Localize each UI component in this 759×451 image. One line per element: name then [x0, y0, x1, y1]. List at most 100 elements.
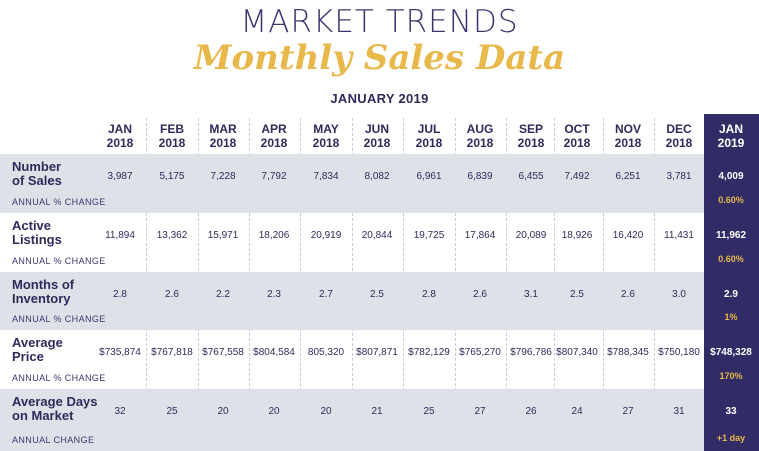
- table-cell: 33: [725, 406, 737, 417]
- row-change-label: ANNUAL % CHANGE: [12, 314, 106, 324]
- row-label-line-2: Listings: [12, 232, 62, 247]
- month-header: MAR 2018: [197, 122, 249, 150]
- table-cell: 18,206: [258, 230, 290, 241]
- month-label: FEB: [160, 122, 184, 136]
- month-label: OCT: [564, 122, 590, 136]
- month-header: JUN 2018: [351, 122, 403, 150]
- table-cell: 20,919: [310, 230, 342, 241]
- month-header: FEB 2018: [146, 122, 198, 150]
- table-cell: $767,558: [202, 347, 244, 358]
- table-cell: $788,345: [607, 347, 649, 358]
- month-header: JAN 2018: [94, 122, 146, 150]
- table-cell: 16,420: [612, 230, 644, 241]
- month-header: OCT 2018: [551, 122, 603, 150]
- title-monthly-sales-data: Monthly Sales Data: [193, 38, 566, 78]
- table-cell: 26: [525, 406, 537, 417]
- table-cell: $767,818: [151, 347, 193, 358]
- table-cell: $765,270: [459, 347, 501, 358]
- month-label: JAN: [718, 122, 743, 136]
- table-cell: $804,584: [253, 347, 295, 358]
- row-label: Number of Sales: [12, 160, 62, 188]
- month-label: JUL: [417, 122, 441, 136]
- table-cell: 6,455: [518, 171, 544, 182]
- year-label: 2019: [717, 136, 745, 150]
- year-label: 2018: [312, 136, 340, 150]
- year-label: 2018: [563, 136, 591, 150]
- month-header-row: JAN 2018 FEB 2018 MAR 2018 APR 2018 MAY 2018 JUN 20…: [0, 114, 759, 154]
- month-label: APR: [261, 122, 287, 136]
- table-cell: 2.2: [216, 289, 230, 300]
- annual-change-value: 170%: [719, 371, 743, 381]
- table-cell: 4,009: [718, 171, 744, 182]
- row-label: Average Price: [12, 336, 63, 364]
- month-label: NOV: [614, 122, 641, 136]
- table-cell: 2.6: [165, 289, 179, 300]
- table-cell: 27: [474, 406, 486, 417]
- table-cell: 7,834: [313, 171, 339, 182]
- table-cell: 3.0: [672, 289, 686, 300]
- table-cell: 15,971: [207, 230, 239, 241]
- table-cell: 6,961: [416, 171, 442, 182]
- month-header: JAN 2019: [705, 122, 757, 150]
- year-label: 2018: [260, 136, 288, 150]
- table-cell: 805,320: [307, 347, 345, 358]
- row-label-line-2: of Sales: [12, 173, 62, 188]
- year-label: 2018: [614, 136, 642, 150]
- title-market-trends: MARKET TRENDS: [240, 4, 519, 40]
- table-cell: 2.8: [422, 289, 436, 300]
- month-label: JUN: [364, 122, 389, 136]
- month-header: JUL 2018: [403, 122, 455, 150]
- year-label: 2018: [363, 136, 391, 150]
- table-cell: $807,340: [556, 347, 598, 358]
- table-cell: 25: [166, 406, 178, 417]
- row-change-label: ANNUAL % CHANGE: [12, 256, 106, 266]
- table-cell: 13,362: [156, 230, 188, 241]
- year-label: 2018: [209, 136, 237, 150]
- month-label: SEP: [518, 122, 543, 136]
- month-label: JAN: [107, 122, 132, 136]
- month-label: MAY: [313, 122, 339, 136]
- table-cell: $807,871: [356, 347, 398, 358]
- row-label-line-1: Number: [12, 159, 62, 174]
- month-label: MAR: [209, 122, 237, 136]
- table-cell: $748,328: [710, 347, 752, 358]
- table-cell: 2.6: [473, 289, 487, 300]
- year-label: 2018: [665, 136, 693, 150]
- row-label-line-1: Average Days: [12, 394, 98, 409]
- annual-change-value: 0.60%: [718, 195, 744, 205]
- table-cell: $782,129: [408, 347, 450, 358]
- table-cell: 6,251: [615, 171, 641, 182]
- row-label: Active Listings: [12, 219, 62, 247]
- month-label: AUG: [466, 122, 494, 136]
- table-row: Average Days on Market ANNUAL CHANGE: [0, 389, 704, 451]
- row-label-line-2: Price: [12, 349, 44, 364]
- table-cell: 3,987: [107, 171, 133, 182]
- year-label: 2018: [517, 136, 545, 150]
- table-cell: 31: [673, 406, 685, 417]
- table-cell: 19,725: [413, 230, 445, 241]
- table-cell: 24: [571, 406, 583, 417]
- table-cell: 20: [217, 406, 229, 417]
- year-label: 2018: [466, 136, 494, 150]
- table-cell: 3.1: [524, 289, 538, 300]
- table-cell: 6,839: [467, 171, 493, 182]
- table-cell: 2.8: [113, 289, 127, 300]
- table-cell: 7,792: [261, 171, 287, 182]
- annual-change-value: 1%: [724, 312, 738, 322]
- table-cell: 7,492: [564, 171, 590, 182]
- table-cell: 11,431: [664, 230, 694, 241]
- table-row: Active Listings ANNUAL % CHANGE: [0, 213, 704, 272]
- row-label-line-1: Active: [12, 218, 52, 233]
- annual-change-value: 0.60%: [718, 254, 744, 264]
- table-cell: 25: [423, 406, 435, 417]
- table-cell: 18,926: [561, 230, 593, 241]
- table-cell: 8,082: [364, 171, 390, 182]
- annual-change-value: +1 day: [716, 433, 746, 443]
- table-cell: 2.5: [570, 289, 584, 300]
- table-cell: 21: [371, 406, 383, 417]
- month-header: AUG 2018: [454, 122, 506, 150]
- table-cell: 2.9: [724, 289, 738, 300]
- row-change-label: ANNUAL CHANGE: [12, 435, 95, 445]
- table-cell: 2.3: [267, 289, 281, 300]
- table-cell: 3,781: [666, 171, 692, 182]
